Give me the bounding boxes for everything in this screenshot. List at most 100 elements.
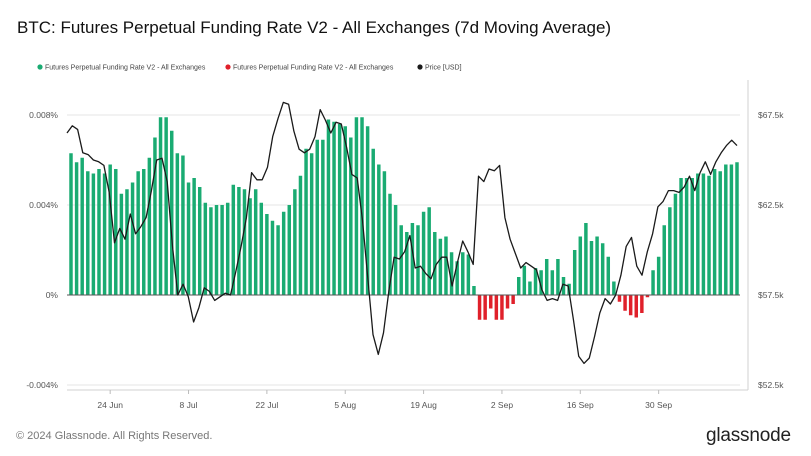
funding-bar-positive	[231, 184, 236, 295]
funding-bar-positive	[724, 164, 728, 295]
funding-bar-positive	[528, 281, 532, 295]
funding-bar-positive	[349, 137, 353, 295]
funding-bar-positive	[114, 169, 118, 295]
funding-bar-positive	[220, 205, 224, 295]
funding-bar-negative	[477, 295, 482, 320]
funding-bar-negative	[505, 295, 510, 309]
y-left-tick-label: 0%	[46, 290, 59, 300]
funding-bar-positive	[102, 173, 107, 295]
y-left-tick-label: -0.004%	[26, 380, 58, 390]
funding-bar-positive	[214, 205, 219, 295]
funding-bar-positive	[516, 277, 521, 295]
glassnode-logo: glassnode	[706, 425, 791, 446]
funding-bar-positive	[315, 139, 319, 295]
funding-bar-positive	[578, 236, 583, 295]
funding-bar-negative	[500, 295, 504, 320]
legend-marker	[225, 64, 231, 70]
funding-bar-positive	[253, 189, 258, 295]
funding-bar-positive	[293, 189, 297, 295]
funding-bar-positive	[248, 198, 252, 295]
funding-bar-positive	[735, 162, 739, 295]
funding-bar-positive	[74, 162, 79, 295]
funding-bar-positive	[337, 124, 342, 295]
y-right-tick-label: $57.5k	[758, 290, 784, 300]
funding-bar-positive	[181, 155, 185, 295]
funding-bar-positive	[444, 236, 448, 295]
funding-bar-positive	[701, 173, 706, 295]
funding-bar-negative	[645, 295, 650, 298]
funding-bar-positive	[438, 238, 443, 295]
funding-bar-positive	[539, 270, 543, 295]
funding-bar-positive	[662, 225, 666, 295]
x-tick-label: 2 Sep	[491, 400, 513, 410]
funding-bar-positive	[388, 193, 392, 295]
funding-bar-positive	[612, 281, 616, 295]
funding-bar-positive	[147, 157, 152, 295]
funding-bar-positive	[377, 164, 381, 295]
funding-bar-positive	[321, 139, 325, 295]
funding-bar-positive	[130, 182, 135, 295]
legend: Futures Perpetual Funding Rate V2 - All …	[37, 64, 462, 72]
funding-bar-positive	[281, 211, 286, 295]
funding-bar-positive	[276, 225, 280, 295]
funding-bar-positive	[550, 270, 555, 295]
funding-bar-positive	[449, 252, 454, 295]
funding-bar-positive	[203, 202, 208, 295]
funding-bar-positive	[164, 117, 168, 295]
funding-bar-positive	[690, 178, 694, 295]
funding-bar-positive	[186, 182, 191, 295]
legend-label: Price [USD]	[425, 65, 462, 72]
funding-bar-negative	[494, 295, 499, 320]
funding-bar-negative	[623, 295, 627, 311]
funding-bar-positive	[656, 256, 661, 295]
funding-bar-positive	[382, 171, 387, 295]
funding-bar-positive	[405, 232, 409, 295]
funding-bar-positive	[175, 153, 180, 295]
funding-bar-positive	[237, 187, 241, 295]
price-line	[66, 101, 738, 365]
funding-bar-positive	[696, 173, 700, 295]
funding-bar-negative	[617, 295, 622, 302]
grid-lines	[67, 114, 740, 386]
funding-bar-negative	[640, 295, 644, 313]
copyright-footer: © 2024 Glassnode. All Rights Reserved.	[16, 430, 213, 442]
funding-bar-positive	[80, 157, 84, 295]
funding-bar-positive	[589, 241, 594, 295]
legend-label: Futures Perpetual Funding Rate V2 - All …	[233, 65, 394, 72]
funding-bar-positive	[304, 148, 308, 295]
funding-bar-negative	[628, 295, 633, 316]
funding-bar-positive	[427, 207, 431, 295]
funding-bar-positive	[125, 189, 129, 295]
funding-bar-positive	[170, 130, 174, 295]
funding-bar-positive	[158, 117, 163, 295]
funding-bar-positive	[472, 286, 476, 295]
funding-bar-positive	[455, 261, 459, 295]
funding-bar-positive	[91, 173, 96, 295]
funding-bar-positive	[399, 225, 403, 295]
price-series-line	[66, 101, 738, 365]
funding-bar-positive	[393, 205, 398, 295]
legend-marker	[37, 64, 43, 70]
axes: 0.008% 0.004% 0% -0.004% $67.5k $62.5k $57.5k $…	[26, 80, 784, 410]
funding-bar-positive	[343, 126, 347, 295]
funding-bar-positive	[265, 214, 269, 295]
funding-bar-positive	[533, 268, 538, 295]
funding-bar-positive	[595, 236, 599, 295]
funding-bar-positive	[309, 153, 314, 295]
x-tick-label: 24 Jun	[97, 400, 123, 410]
funding-bar-positive	[142, 169, 146, 295]
funding-bar-positive	[69, 153, 73, 295]
funding-bar-positive	[561, 277, 566, 295]
y-right-tick-label: $62.5k	[758, 200, 784, 210]
funding-bar-positive	[108, 164, 112, 295]
funding-bar-positive	[718, 171, 722, 295]
funding-bar-negative	[511, 295, 515, 304]
y-right-tick-label: $67.5k	[758, 110, 784, 120]
funding-bar-positive	[584, 223, 588, 295]
funding-bar-positive	[461, 252, 465, 295]
funding-rate-bars	[69, 117, 739, 320]
funding-bar-positive	[360, 117, 364, 295]
funding-bar-positive	[354, 117, 359, 295]
funding-bar-positive	[668, 207, 672, 295]
funding-bar-positive	[421, 211, 426, 295]
